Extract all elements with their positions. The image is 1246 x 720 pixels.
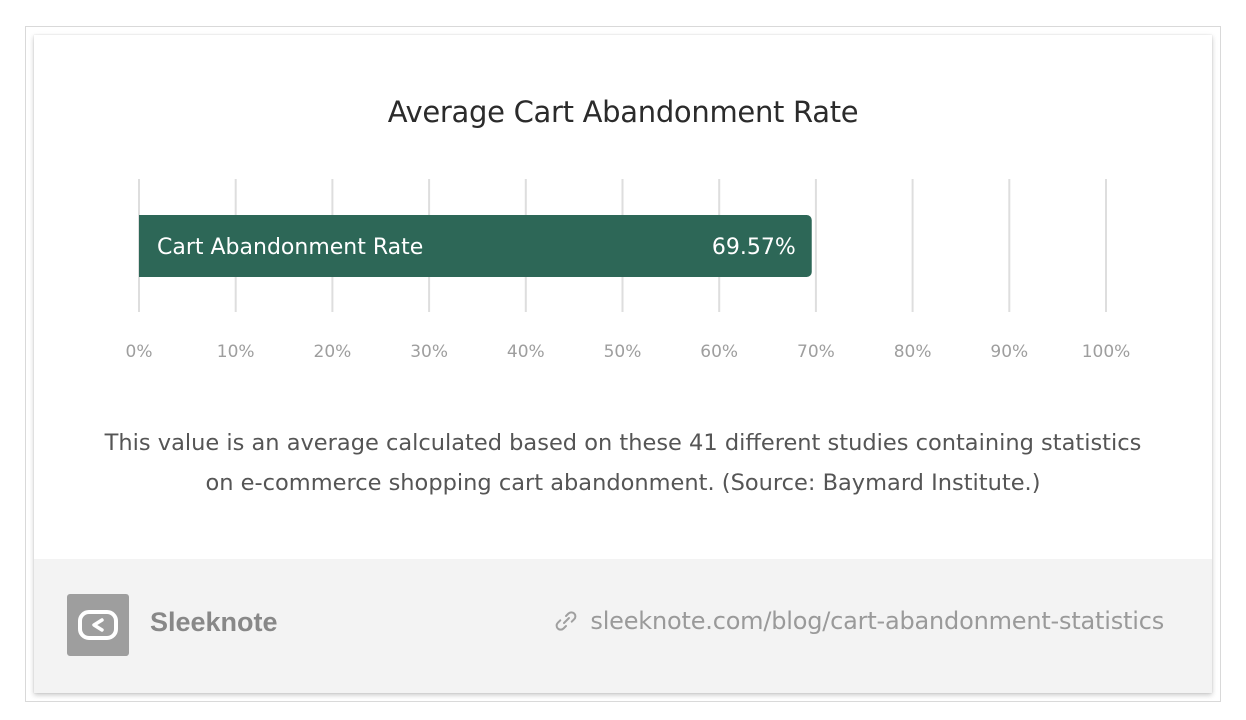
x-tick-label: 40% — [507, 342, 545, 362]
chart-title: Average Cart Abandonment Rate — [387, 95, 859, 129]
brand-name[interactable]: Sleeknote — [150, 607, 278, 637]
x-tick-label: 70% — [797, 342, 835, 362]
chart-card: Average Cart Abandonment Rate 0% 10% 20% 30… — [34, 35, 1212, 693]
x-tick-label: 90% — [990, 342, 1028, 362]
source-link[interactable]: sleeknote.com/blog/cart-abandonment-stat… — [552, 607, 1164, 635]
footer: Sleeknote sleeknote.com/blog/cart-abando… — [34, 559, 1212, 693]
x-tick-label: 0% — [126, 342, 153, 362]
source-url[interactable]: sleeknote.com/blog/cart-abandonment-stat… — [590, 607, 1164, 635]
bar-category-label: Cart Abandonment Rate — [157, 235, 423, 260]
bar-value-label: 69.57% — [712, 235, 796, 260]
x-tick-label: 20% — [314, 342, 352, 362]
sleeknote-logo-icon[interactable] — [67, 594, 129, 656]
embed-frame: Average Cart Abandonment Rate 0% 10% 20% 30… — [25, 26, 1221, 702]
x-tick-label: 30% — [410, 342, 448, 362]
x-tick-label: 10% — [217, 342, 255, 362]
x-tick-label: 50% — [604, 342, 642, 362]
chart-caption: This value is an average calculated base… — [104, 430, 1142, 496]
bar-left-edge — [139, 215, 147, 277]
x-tick-label: 100% — [1082, 342, 1131, 362]
bar-chart: 0% 10% 20% 30% 40% 50% 60% 70% 80% 90% 100% Cart Ab… — [126, 179, 1131, 362]
x-tick-label: 60% — [700, 342, 738, 362]
bar — [139, 215, 812, 277]
link-chain-icon — [556, 611, 577, 631]
x-tick-label: 80% — [894, 342, 932, 362]
